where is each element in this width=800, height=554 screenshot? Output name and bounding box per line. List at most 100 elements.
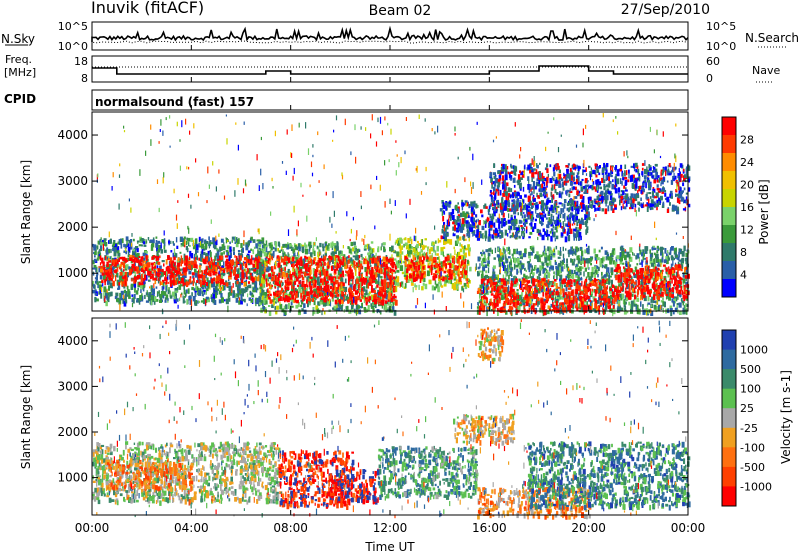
heatmap-cell xyxy=(410,238,413,244)
heatmap-cell xyxy=(195,300,197,304)
heatmap-cell xyxy=(137,241,139,244)
heatmap-cell xyxy=(371,253,374,259)
heatmap-cell xyxy=(278,293,281,299)
heatmap-cell xyxy=(341,283,343,289)
heatmap-cell xyxy=(125,250,128,255)
heatmap-cell xyxy=(118,257,120,262)
heatmap-cell xyxy=(284,275,286,280)
heatmap-cell xyxy=(309,245,312,248)
heatmap-cell xyxy=(384,300,388,304)
heatmap-cell xyxy=(600,258,604,264)
heatmap-cell xyxy=(97,282,99,289)
heatmap-cell xyxy=(304,255,307,259)
heatmap-cell xyxy=(382,256,386,262)
frequency-line xyxy=(92,65,688,75)
heatmap-cell xyxy=(310,286,313,291)
heatmap-cell xyxy=(215,239,218,246)
heatmap-cell xyxy=(124,271,127,278)
heatmap-cell xyxy=(454,281,456,285)
heatmap-cell xyxy=(256,270,259,276)
sky-noise-line xyxy=(91,25,689,42)
heatmap-cell xyxy=(237,261,240,265)
heatmap-cell xyxy=(163,249,167,253)
heatmap-cell xyxy=(273,246,275,250)
sky-label: N.Sky xyxy=(1,32,35,46)
heatmap-cell xyxy=(298,285,301,290)
heatmap-cell xyxy=(147,262,151,268)
heatmap-cell xyxy=(153,267,156,272)
heatmap-cell xyxy=(304,256,306,262)
heatmap-cell xyxy=(599,260,602,266)
heatmap-cell xyxy=(210,278,214,284)
heatmap-cell xyxy=(99,289,102,295)
heatmap-cell xyxy=(383,274,386,279)
heatmap-cell xyxy=(238,237,240,242)
heatmap-cell xyxy=(229,290,232,294)
heatmap-cell xyxy=(578,282,582,287)
heatmap-cell xyxy=(342,261,346,266)
heatmap-cell xyxy=(294,263,297,266)
heatmap-cell xyxy=(668,252,671,255)
heatmap-cell xyxy=(126,240,128,246)
heatmap-cell xyxy=(241,269,244,276)
heatmap-cell xyxy=(682,309,686,315)
heatmap-cell xyxy=(312,268,316,274)
heatmap-cell xyxy=(555,266,559,272)
heatmap-cell xyxy=(623,250,627,254)
heatmap-cell xyxy=(209,272,212,277)
heatmap-cell xyxy=(239,253,243,256)
heatmap-cell xyxy=(644,257,646,260)
heatmap-cell xyxy=(507,270,509,274)
heatmap-cell xyxy=(513,248,516,255)
heatmap-cell xyxy=(372,288,376,291)
heatmap-cell xyxy=(388,291,391,295)
heatmap-cell xyxy=(111,273,113,279)
heatmap-cell xyxy=(272,252,275,259)
heatmap-cell xyxy=(325,283,328,287)
heatmap-cell xyxy=(147,268,151,272)
heatmap-cell xyxy=(192,280,194,286)
heatmap-cell xyxy=(383,285,387,291)
heatmap-cell xyxy=(536,255,539,260)
heatmap-cell xyxy=(216,275,219,281)
heatmap-cell xyxy=(292,256,295,262)
heatmap-cell xyxy=(337,276,341,280)
sky-tick-top: 10^5 xyxy=(58,20,88,33)
heatmap-cell xyxy=(429,266,432,272)
heatmap-cell xyxy=(407,264,411,270)
heatmap-cell xyxy=(571,246,573,249)
heatmap-cell xyxy=(484,282,486,286)
heatmap-cell xyxy=(553,275,555,280)
heatmap-cell xyxy=(682,302,684,306)
heatmap-cell xyxy=(647,295,650,302)
heatmap-cell xyxy=(124,258,127,263)
heatmap-cell xyxy=(579,271,582,276)
heatmap-cell xyxy=(678,302,682,308)
heatmap-cell xyxy=(528,263,532,268)
heatmap-cell xyxy=(453,260,455,265)
heatmap-cell xyxy=(439,267,443,271)
heatmap-cell xyxy=(368,282,372,286)
heatmap-cell xyxy=(119,271,123,276)
heatmap-cell xyxy=(152,237,155,240)
heatmap-cell xyxy=(206,272,210,275)
heatmap-cell xyxy=(334,279,337,284)
heatmap-cell xyxy=(535,265,537,271)
heatmap-cell xyxy=(107,292,110,296)
heatmap-cell xyxy=(538,254,541,259)
heatmap-cell xyxy=(198,236,201,243)
heatmap-cell xyxy=(482,251,486,255)
heatmap-cell xyxy=(322,246,325,252)
heatmap-cell xyxy=(421,267,424,273)
heatmap-cell xyxy=(660,269,663,275)
heatmap-cell xyxy=(179,251,182,254)
heatmap-cell xyxy=(455,279,458,284)
heatmap-cell xyxy=(374,299,378,305)
heatmap-cell xyxy=(253,269,257,272)
heatmap-cell xyxy=(116,263,119,267)
cpid-value: normalsound (fast) 157 xyxy=(95,95,254,109)
heatmap-cell xyxy=(426,252,429,258)
heatmap-cell xyxy=(354,290,358,295)
heatmap-cell xyxy=(229,246,232,253)
heatmap-cell xyxy=(390,293,393,297)
